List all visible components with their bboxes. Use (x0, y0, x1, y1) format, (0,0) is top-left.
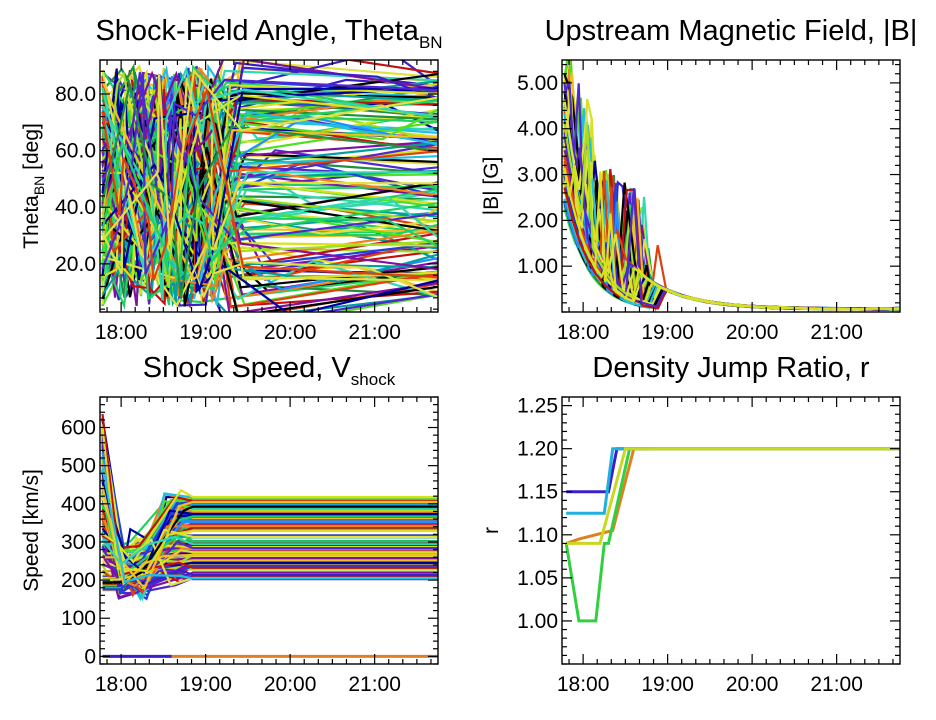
series-line (101, 68, 438, 246)
panel-2: 18:00 19:00 20:00 21:00 1.00 2.00 3.00 4.00 5.00… (480, 15, 917, 344)
y-tick-label: 400 (61, 493, 96, 516)
y-tick-label: 1.10 (517, 524, 558, 547)
series-line (101, 79, 438, 278)
series-line (101, 65, 438, 301)
y-tick-label: 60.0 (55, 140, 96, 163)
plot-frame (99, 396, 439, 665)
plot-frame (99, 59, 439, 313)
y-tick-label: 200 (61, 569, 96, 592)
series-line (101, 80, 438, 281)
y-tick-label: 1.00 (517, 255, 558, 278)
plot-area (563, 60, 900, 312)
y-tick-label: 600 (61, 417, 96, 440)
chart-title: Shock Speed, Vshock (143, 352, 396, 389)
series-line (566, 447, 900, 545)
series-line (102, 505, 438, 584)
series-line (101, 535, 438, 566)
series-line (101, 70, 438, 271)
panel-4: 18:00 19:00 20:00 21:00 1.00 1.05 1.10 1.15 1.20… (480, 352, 901, 696)
y-tick-label: 300 (61, 531, 96, 554)
series-line (101, 85, 438, 281)
x-tick-label: 20:00 (726, 321, 779, 344)
y-axis-label: |B| [G] (480, 157, 503, 216)
plot-frame (561, 396, 901, 665)
y-tick-label: 2.00 (517, 209, 558, 232)
x-tick-label: 19:00 (179, 321, 232, 344)
plot-area (101, 413, 438, 658)
x-tick-label: 20:00 (726, 673, 779, 696)
x-tick-label: 20:00 (264, 673, 317, 696)
x-tick-label: 20:00 (264, 321, 317, 344)
x-tick-label: 21:00 (348, 673, 401, 696)
panel-3: 18:00 19:00 20:00 21:00 0 100 200 300 400 500 600 S… (20, 352, 439, 696)
y-tick-label: 1.05 (517, 567, 558, 590)
x-tick-label: 19:00 (179, 673, 232, 696)
y-axis-label: r (480, 527, 503, 534)
series-line (101, 87, 438, 270)
series-line (101, 83, 438, 300)
series-line (101, 427, 438, 573)
series-line (101, 93, 438, 281)
y-tick-label: 20.0 (55, 253, 96, 276)
y-tick-label: 100 (61, 607, 96, 630)
x-tick-label: 18:00 (95, 321, 148, 344)
plot-area (101, 60, 438, 312)
panel-1: 18:00 19:00 20:00 21:00 20.0 40.0 60.0 80.0 Shoc… (20, 15, 443, 344)
chart-title: Density Jump Ratio, r (592, 352, 870, 384)
series-line (101, 90, 438, 299)
y-axis-label: Speed [km/s] (20, 469, 43, 592)
y-tick-label: 1.25 (517, 395, 558, 418)
x-tick-label: 19:00 (641, 673, 694, 696)
x-tick-label: 21:00 (810, 673, 863, 696)
y-tick-label: 80.0 (55, 83, 96, 106)
y-tick-label: 0 (84, 645, 96, 668)
y-tick-label: 5.00 (517, 72, 558, 95)
chart-title: Upstream Magnetic Field, |B| (545, 15, 918, 47)
series-line (101, 72, 438, 275)
x-tick-label: 21:00 (810, 321, 863, 344)
plot-frame (561, 59, 901, 313)
y-tick-label: 40.0 (55, 196, 96, 219)
x-tick-label: 18:00 (95, 673, 148, 696)
y-tick-label: 1.20 (517, 438, 558, 461)
series-line (564, 447, 900, 623)
chart-title: Shock-Field Angle, ThetaBN (95, 15, 442, 52)
x-tick-label: 19:00 (641, 321, 694, 344)
series-line (101, 140, 438, 285)
x-tick-label: 21:00 (348, 321, 401, 344)
series-line (565, 447, 900, 545)
y-tick-label: 1.15 (517, 481, 558, 504)
y-tick-label: 4.00 (517, 118, 558, 141)
series-line (102, 549, 438, 581)
y-tick-label: 500 (61, 455, 96, 478)
x-tick-label: 18:00 (557, 321, 610, 344)
y-tick-label: 1.00 (517, 610, 558, 633)
y-axis-label: ThetaBN [deg] (20, 123, 47, 249)
series-line (102, 94, 438, 251)
x-tick-label: 18:00 (557, 673, 610, 696)
y-tick-label: 3.00 (517, 164, 558, 187)
series-line (563, 167, 900, 311)
series-line (101, 114, 438, 312)
plot-area (564, 447, 900, 623)
